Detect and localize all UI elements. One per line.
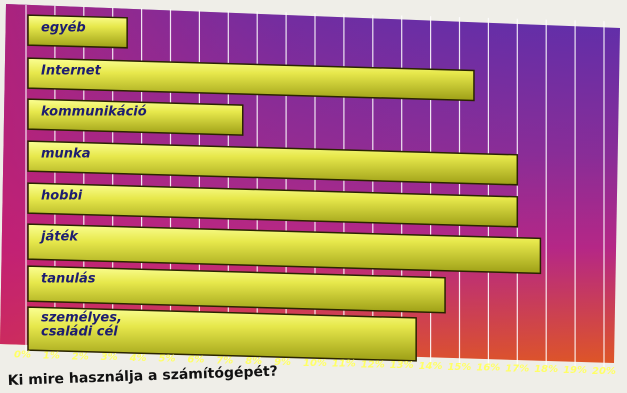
tick-layer: 0% 1% 2% 3% 4% 5% 6% 7% 8% 9% 10% 11% 12% 13% 14% 15% 16…: [14, 350, 616, 377]
bar-label: munka: [41, 146, 90, 161]
x-tick-label: 4%: [129, 353, 147, 364]
x-tick-label: 11%: [332, 359, 356, 370]
x-tick-label: 8%: [245, 356, 262, 367]
x-tick-label: 15%: [448, 362, 472, 373]
label-layer: egyéb Internet kommunikáció munka hobbi játék…: [39, 20, 147, 339]
bar-label: tanulás: [41, 271, 96, 286]
x-tick-label: 17%: [505, 363, 529, 374]
bar: [27, 306, 417, 362]
x-tick-label: 0%: [14, 350, 31, 361]
bar: [27, 57, 475, 102]
bar-label: hobbi: [41, 188, 83, 203]
x-tick-label: 20%: [592, 366, 616, 377]
x-tick-label: 7%: [216, 355, 233, 366]
bar-label-line: családi cél: [41, 324, 118, 339]
x-tick-label: 3%: [101, 352, 118, 363]
bar: [27, 98, 244, 136]
x-tick-label: 19%: [563, 365, 587, 376]
bar-label: Internet: [41, 63, 102, 78]
bar-label-line: munka: [41, 146, 90, 161]
x-tick-label: 10%: [303, 358, 327, 369]
bar-label-line: hobbi: [41, 188, 83, 203]
bar-label-line: Internet: [41, 63, 102, 78]
bar: [27, 265, 446, 314]
bar-label: személyes, családi cél: [41, 310, 122, 339]
bar-label-line: egyéb: [41, 20, 86, 35]
x-tick-label: 1%: [43, 351, 60, 362]
bar-label-line: kommunikáció: [41, 104, 147, 119]
bar: [27, 14, 128, 49]
bar-label: kommunikáció: [41, 104, 147, 119]
bar-layer: [27, 14, 542, 362]
x-tick-label: 2%: [72, 351, 89, 362]
bar-label: játék: [39, 229, 79, 244]
bar: [27, 223, 542, 275]
bar-label-line: személyes,: [41, 310, 122, 325]
bar: [27, 182, 519, 228]
x-tick-label: 5%: [159, 354, 176, 365]
bar-label-line: tanulás: [41, 271, 96, 286]
x-tick-label: 14%: [419, 361, 443, 372]
x-tick-label: 16%: [476, 363, 500, 374]
x-tick-label: 13%: [390, 360, 414, 371]
bar-label-line: játék: [39, 229, 79, 244]
x-tick-label: 12%: [361, 359, 385, 370]
bar-label: egyéb: [41, 20, 86, 35]
x-tick-label: 18%: [534, 364, 558, 375]
x-tick-label: 6%: [187, 355, 204, 366]
bar: [27, 140, 519, 186]
x-tick-label: 9%: [274, 357, 291, 368]
